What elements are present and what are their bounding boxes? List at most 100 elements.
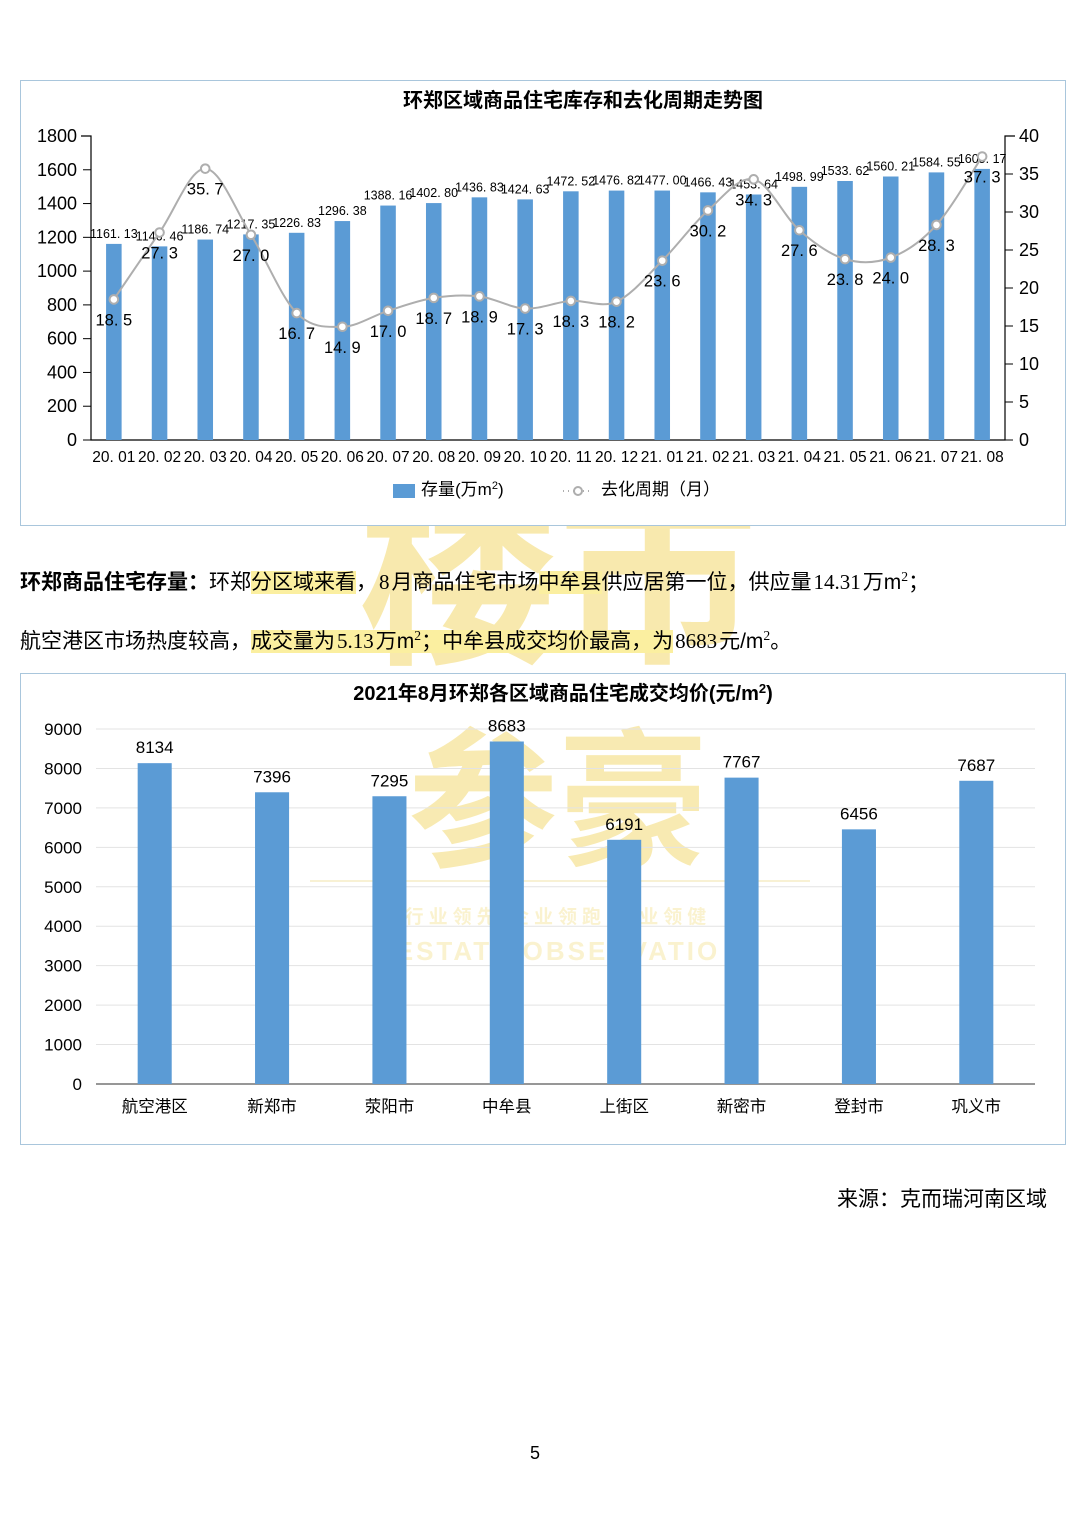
svg-text:7687: 7687 [957, 756, 995, 775]
svg-text:40: 40 [1019, 126, 1039, 146]
svg-text:20: 20 [1019, 278, 1039, 298]
svg-text:荥阳市: 荥阳市 [365, 1097, 415, 1116]
svg-text:1200: 1200 [37, 227, 77, 247]
svg-text:35: 35 [1019, 164, 1039, 184]
svg-text:18. 7: 18. 7 [415, 310, 452, 328]
svg-text:登封市: 登封市 [834, 1097, 884, 1116]
svg-text:7767: 7767 [723, 753, 761, 772]
svg-text:1436. 83: 1436. 83 [455, 180, 504, 194]
svg-text:200: 200 [47, 396, 77, 416]
svg-text:28. 3: 28. 3 [918, 237, 955, 255]
svg-text:24. 0: 24. 0 [872, 270, 909, 288]
svg-text:23. 6: 23. 6 [644, 273, 681, 291]
svg-text:21. 05: 21. 05 [823, 449, 866, 466]
svg-text:8683: 8683 [488, 717, 526, 736]
svg-text:35. 7: 35. 7 [187, 181, 224, 199]
svg-text:中牟县: 中牟县 [482, 1097, 532, 1116]
svg-text:14. 9: 14. 9 [324, 339, 361, 357]
svg-text:1584. 55: 1584. 55 [912, 155, 961, 169]
svg-text:18. 2: 18. 2 [598, 314, 635, 332]
svg-text:27. 3: 27. 3 [141, 245, 178, 263]
svg-text:1600: 1600 [37, 160, 77, 180]
svg-text:1560. 21: 1560. 21 [866, 160, 915, 174]
svg-text:600: 600 [47, 329, 77, 349]
svg-text:0: 0 [67, 430, 77, 450]
svg-text:7295: 7295 [371, 771, 409, 790]
svg-text:1424. 63: 1424. 63 [501, 182, 550, 196]
svg-text:20. 05: 20. 05 [275, 449, 318, 466]
svg-text:巩义市: 巩义市 [952, 1097, 1002, 1116]
svg-text:34. 3: 34. 3 [735, 191, 772, 209]
svg-text:25: 25 [1019, 240, 1039, 260]
svg-text:20. 03: 20. 03 [184, 449, 227, 466]
svg-text:10: 10 [1019, 354, 1039, 374]
svg-text:1800: 1800 [37, 126, 77, 146]
svg-text:7000: 7000 [44, 799, 82, 818]
svg-text:21. 08: 21. 08 [961, 449, 1004, 466]
svg-text:2000: 2000 [44, 996, 82, 1015]
svg-text:1466. 43: 1466. 43 [684, 175, 733, 189]
svg-text:6456: 6456 [840, 804, 878, 823]
svg-text:17. 0: 17. 0 [370, 323, 407, 341]
svg-text:1217. 35: 1217. 35 [227, 217, 276, 231]
svg-text:20. 10: 20. 10 [504, 449, 547, 466]
svg-text:1498. 99: 1498. 99 [775, 170, 824, 184]
svg-text:20. 12: 20. 12 [595, 449, 638, 466]
svg-text:400: 400 [47, 362, 77, 382]
svg-text:16. 7: 16. 7 [278, 325, 315, 343]
svg-text:30. 2: 30. 2 [690, 222, 727, 240]
svg-text:1296. 38: 1296. 38 [318, 204, 367, 218]
svg-text:800: 800 [47, 295, 77, 315]
svg-text:21. 01: 21. 01 [641, 449, 684, 466]
svg-text:1161. 13: 1161. 13 [90, 227, 138, 241]
svg-text:27. 6: 27. 6 [781, 242, 818, 260]
svg-text:环郑区域商品住宅库存和去化周期走势图: 环郑区域商品住宅库存和去化周期走势图 [403, 88, 763, 112]
svg-text:0: 0 [1019, 430, 1029, 450]
svg-text:新密市: 新密市 [717, 1097, 767, 1116]
svg-text:30: 30 [1019, 202, 1039, 222]
svg-text:上街区: 上街区 [599, 1097, 649, 1116]
svg-text:1000: 1000 [44, 1036, 82, 1055]
svg-text:1472. 52: 1472. 52 [547, 174, 596, 188]
svg-text:8134: 8134 [136, 738, 174, 757]
svg-text:1388. 16: 1388. 16 [364, 189, 413, 203]
svg-text:9000: 9000 [44, 720, 82, 739]
svg-text:20. 01: 20. 01 [92, 449, 135, 466]
svg-text:1226. 83: 1226. 83 [272, 216, 321, 230]
svg-text:17. 3: 17. 3 [507, 321, 544, 339]
svg-text:3000: 3000 [44, 957, 82, 976]
svg-text:21. 03: 21. 03 [732, 449, 775, 466]
svg-text:1400: 1400 [37, 194, 77, 214]
svg-text:5000: 5000 [44, 878, 82, 897]
svg-text:21. 04: 21. 04 [778, 449, 821, 466]
svg-text:航空港区: 航空港区 [122, 1097, 188, 1116]
svg-text:6000: 6000 [44, 838, 82, 857]
svg-text:18. 5: 18. 5 [95, 311, 132, 329]
svg-text:去化周期（月）: 去化周期（月） [601, 480, 720, 499]
svg-text:20. 06: 20. 06 [321, 449, 364, 466]
svg-text:21. 06: 21. 06 [869, 449, 912, 466]
svg-text:1476. 82: 1476. 82 [592, 174, 641, 188]
svg-text:18. 3: 18. 3 [552, 313, 589, 331]
svg-text:0: 0 [73, 1075, 82, 1094]
svg-text:1477. 00: 1477. 00 [638, 174, 687, 188]
svg-text:37. 3: 37. 3 [964, 169, 1001, 187]
svg-text:18. 9: 18. 9 [461, 308, 498, 326]
svg-text:6191: 6191 [605, 815, 643, 834]
svg-text:23. 8: 23. 8 [827, 271, 864, 289]
svg-text:15: 15 [1019, 316, 1039, 336]
svg-text:1402. 80: 1402. 80 [409, 186, 458, 200]
svg-text:20. 08: 20. 08 [412, 449, 455, 466]
svg-text:新郑市: 新郑市 [247, 1097, 297, 1116]
svg-text:8000: 8000 [44, 759, 82, 778]
svg-text:20. 09: 20. 09 [458, 449, 501, 466]
svg-text:存量(万m2): 存量(万m2) [421, 480, 504, 499]
svg-text:20. 07: 20. 07 [366, 449, 409, 466]
svg-text:21. 02: 21. 02 [686, 449, 729, 466]
svg-text:21. 07: 21. 07 [915, 449, 958, 466]
svg-text:1186. 74: 1186. 74 [181, 223, 229, 237]
svg-text:5: 5 [1019, 392, 1029, 412]
svg-text:27. 0: 27. 0 [233, 247, 270, 265]
svg-text:7396: 7396 [253, 767, 291, 786]
svg-text:20. 11: 20. 11 [550, 449, 592, 466]
